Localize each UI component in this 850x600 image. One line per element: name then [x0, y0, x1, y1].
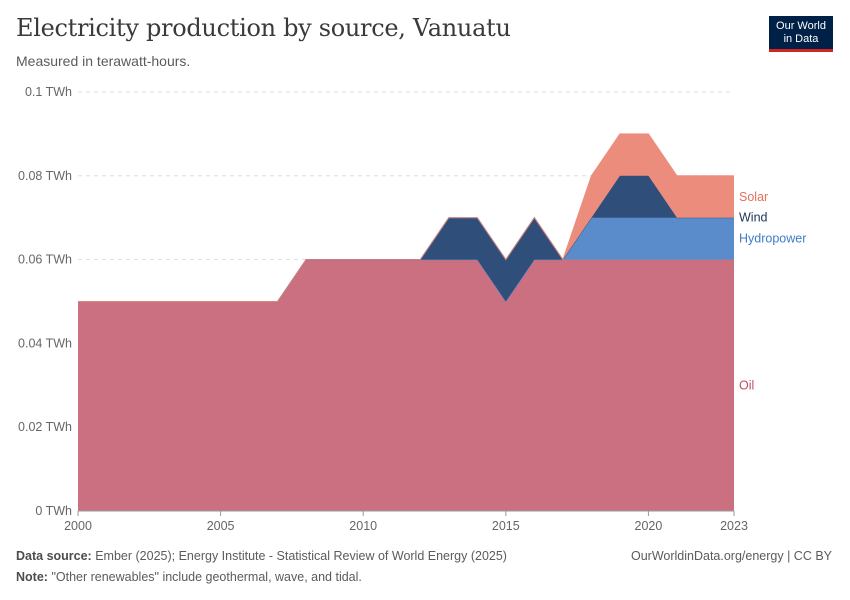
note-label: Note:	[16, 570, 48, 584]
y-tick-label: 0.1 TWh	[25, 85, 72, 99]
x-tick-label: 2010	[349, 519, 377, 533]
x-tick-label: 2020	[635, 519, 663, 533]
credit-link[interactable]: OurWorldinData.org/energy | CC BY	[630, 549, 832, 563]
chart-note: Note: "Other renewables" include geother…	[16, 570, 362, 584]
x-tick-label: 2023	[720, 519, 748, 533]
y-tick-label: 0.02 TWh	[18, 420, 72, 434]
series-label-solar: Solar	[739, 190, 768, 204]
x-tick-label: 2015	[492, 519, 520, 533]
area-oil	[78, 259, 734, 511]
stacked-areas	[78, 133, 734, 511]
note-text: "Other renewables" include geothermal, w…	[51, 570, 362, 584]
owid-logo[interactable]: Our World in Data	[769, 16, 833, 52]
series-label-wind: Wind	[739, 211, 768, 225]
series-labels: Oil Hydropower Wind Solar	[739, 190, 806, 393]
logo-line-1: Our World	[776, 20, 826, 32]
y-tick-label: 0.04 TWh	[18, 336, 72, 350]
data-source: Data source: Ember (2025); Energy Instit…	[16, 549, 507, 563]
x-tick-label: 2005	[207, 519, 235, 533]
data-source-text[interactable]: Ember (2025); Energy Institute - Statist…	[95, 549, 507, 563]
axes: 0 TWh 0.02 TWh 0.04 TWh 0.06 TWh 0.08 TWh 0.1…	[18, 85, 748, 533]
area-hydropower	[78, 217, 734, 302]
series-label-oil: Oil	[739, 378, 754, 392]
y-tick-label: 0.08 TWh	[18, 169, 72, 183]
series-label-hydropower: Hydropower	[739, 232, 806, 246]
y-tick-label: 0.06 TWh	[18, 253, 72, 267]
y-tick-label: 0 TWh	[35, 504, 72, 518]
chart-title: Electricity production by source, Vanuat…	[16, 14, 511, 42]
data-source-label: Data source:	[16, 549, 92, 563]
x-tick-label: 2000	[64, 519, 92, 533]
logo-line-2: in Data	[783, 33, 819, 45]
area-edge-solar	[78, 133, 734, 302]
chart-subtitle: Measured in terawatt-hours.	[16, 53, 191, 69]
